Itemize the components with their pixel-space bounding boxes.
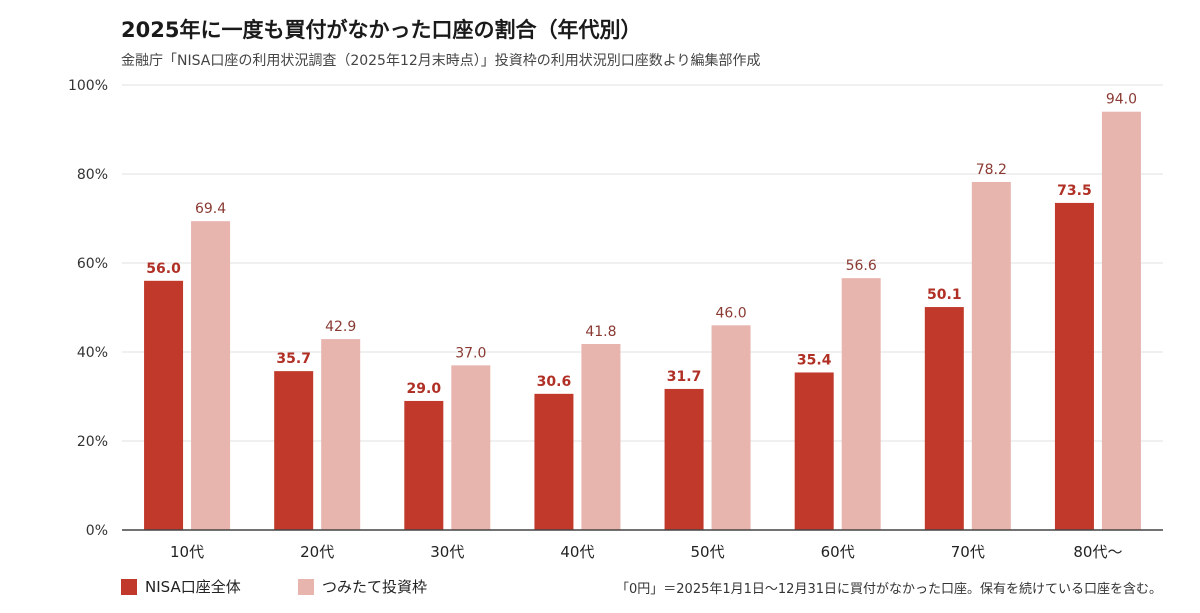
data-label-nisa-total: 30.6 (537, 374, 572, 390)
data-label-tsumitate: 94.0 (1106, 92, 1137, 108)
y-tick-label: 20% (77, 434, 108, 450)
bar-tsumitate (581, 343, 621, 530)
data-label-nisa-total: 56.0 (146, 261, 181, 277)
bar-nisa-total (1054, 202, 1094, 531)
data-label-nisa-total: 35.4 (797, 352, 832, 368)
legend-item-nisa-total: NISA口座全体 (121, 576, 241, 597)
bar-tsumitate (841, 278, 881, 530)
x-tick-label: 10代 (170, 543, 204, 561)
y-tick-label: 80% (77, 167, 108, 183)
data-label-tsumitate: 56.6 (846, 258, 877, 274)
x-tick-label: 70代 (951, 543, 985, 561)
x-tick-label: 30代 (430, 543, 464, 561)
x-tick-label: 20代 (300, 543, 334, 561)
bar-nisa-total (274, 371, 314, 530)
data-label-tsumitate: 41.8 (585, 324, 616, 340)
data-label-nisa-total: 73.5 (1057, 183, 1092, 199)
legend-swatch-tsumitate (298, 578, 314, 595)
chart-title: 2025年に一度も買付がなかった口座の割合（年代別） (121, 18, 642, 42)
x-tick-label: 60代 (821, 543, 855, 561)
bar-tsumitate (971, 182, 1011, 530)
footnote: 「0円」＝2025年1月1日～12月31日に買付がなかった口座。保有を続けている… (616, 582, 1162, 597)
x-tick-label: 40代 (560, 543, 594, 561)
bar-tsumitate (321, 339, 361, 530)
legend-label-tsumitate: つみたて投資枠 (322, 578, 428, 596)
data-label-tsumitate: 46.0 (715, 305, 746, 321)
bar-nisa-total (534, 393, 574, 530)
x-tick-label: 50代 (691, 543, 725, 561)
y-tick-label: 0% (86, 523, 108, 539)
data-label-tsumitate: 42.9 (325, 319, 356, 335)
bar-tsumitate (1101, 111, 1141, 530)
bar-tsumitate (711, 325, 751, 530)
data-label-nisa-total: 50.1 (927, 287, 962, 303)
data-label-nisa-total: 29.0 (407, 381, 442, 397)
y-tick-label: 100% (68, 78, 108, 94)
data-label-tsumitate: 69.4 (195, 201, 226, 217)
chart-subtitle: 金融庁「NISA口座の利用状況調査（2025年12月末時点）」投資枠の利用状況別… (121, 53, 761, 69)
bar-tsumitate (451, 365, 491, 530)
data-label-nisa-total: 35.7 (276, 351, 311, 367)
bar-nisa-total (404, 400, 444, 530)
bar-nisa-total (924, 307, 964, 530)
data-label-tsumitate: 37.0 (455, 345, 486, 361)
bar-nisa-total (794, 372, 834, 530)
x-tick-label: 80代～ (1073, 543, 1122, 561)
bar-tsumitate (191, 221, 231, 531)
y-tick-label: 40% (77, 345, 108, 361)
bar-nisa-total (144, 280, 184, 530)
legend-swatch-nisa-total (121, 578, 137, 595)
data-label-tsumitate: 78.2 (976, 162, 1007, 178)
data-label-nisa-total: 31.7 (667, 369, 702, 385)
bar-nisa-total (664, 388, 704, 530)
legend-item-tsumitate: つみたて投資枠 (298, 576, 427, 597)
legend-label-nisa-total: NISA口座全体 (145, 578, 241, 596)
y-tick-label: 60% (77, 256, 108, 272)
